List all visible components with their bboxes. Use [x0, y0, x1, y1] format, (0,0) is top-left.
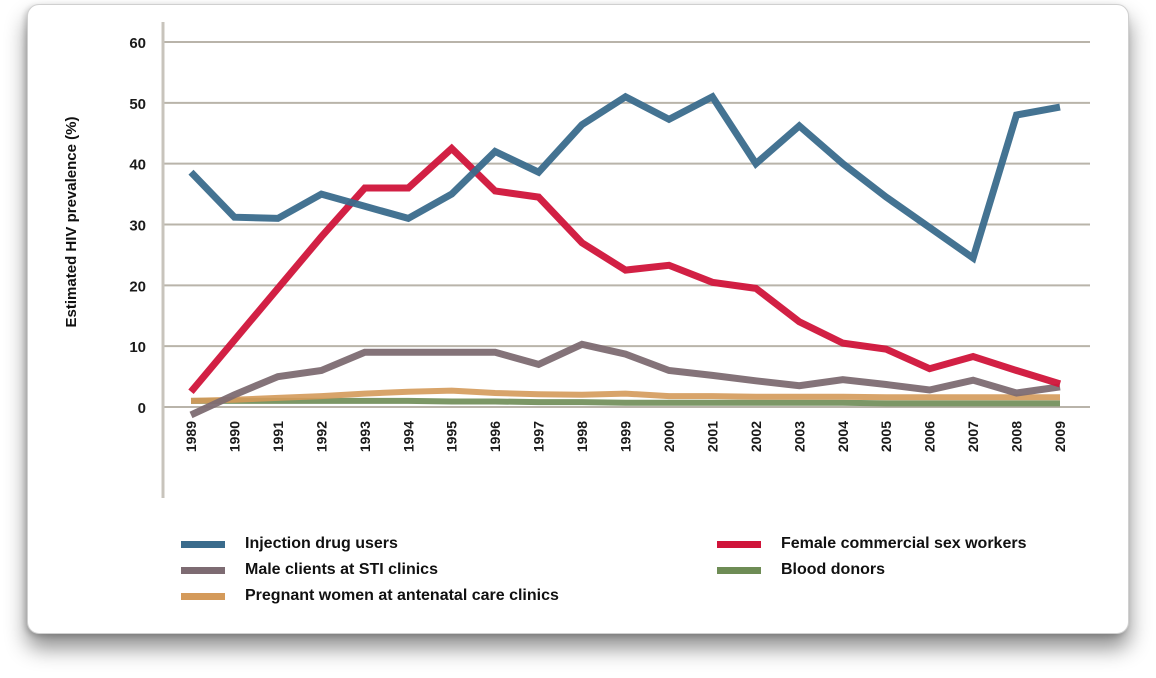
y-axis-label: Estimated HIV prevalence (%): [63, 117, 80, 328]
legend-label: Injection drug users: [245, 535, 398, 552]
series-line-pregnant-women-at-antenatal-care-clinics: [190, 387, 1060, 404]
x-tick-label: 2004: [835, 421, 851, 452]
chart-card: [27, 4, 1129, 634]
x-tick-label: 1997: [531, 421, 547, 452]
legend-item-male-clients: Male clients at STI clinics: [181, 561, 438, 579]
x-tick-label: 1993: [357, 421, 373, 452]
legend-item-injection-drug-users: Injection drug users: [181, 535, 398, 553]
legend-item-female-sex-workers: Female commercial sex workers: [717, 535, 1026, 553]
x-tick-label: 1995: [444, 421, 460, 452]
x-tick-label: 2001: [704, 421, 720, 452]
legend-label: Blood donors: [781, 561, 885, 578]
x-tick-label: 2007: [965, 421, 981, 452]
x-tick-label: 2005: [878, 421, 894, 452]
x-tick-label: 1990: [226, 421, 242, 452]
legend-swatch: [181, 540, 225, 548]
legend-item-pregnant-women: Pregnant women at antenatal care clinics: [181, 587, 559, 605]
x-tick-label: 2008: [1009, 421, 1025, 452]
legend-item-blood-donors: Blood donors: [717, 561, 885, 579]
gridlines: [163, 41, 1090, 408]
y-tick-label: 50: [129, 96, 146, 113]
x-tick-label: 1994: [400, 421, 416, 452]
series-line-injection-drug-users: [188, 92, 1061, 264]
x-tick-label: 2000: [661, 421, 677, 452]
legend-label: Male clients at STI clinics: [245, 561, 438, 578]
x-tick-label: 1998: [574, 421, 590, 452]
x-tick-label: 1991: [270, 421, 286, 452]
y-tick-label: 60: [129, 35, 146, 52]
x-tick-label: 1996: [487, 421, 503, 452]
x-tick-labels: 1989 1990 1991 1992 1993 1994 1995 1996 1997 1998…: [183, 421, 1068, 452]
series-lines: [188, 92, 1062, 419]
legend-swatch: [717, 566, 761, 574]
y-tick-label: 0: [138, 400, 146, 417]
y-tick-label: 40: [129, 157, 146, 174]
y-tick-label: 10: [129, 339, 146, 356]
legend-swatch: [181, 566, 225, 574]
x-tick-label: 1999: [618, 421, 634, 452]
y-tick-labels: 0 10 20 30 40 50 60: [129, 35, 146, 417]
series-line-female-commercial-sex-workers: [188, 143, 1062, 395]
x-tick-label: 2003: [791, 421, 807, 452]
legend-swatch: [717, 540, 761, 548]
legend-label: Female commercial sex workers: [781, 535, 1027, 552]
series-line-male-clients-at-sti-clinics: [189, 340, 1061, 419]
x-tick-label: 1989: [183, 421, 199, 452]
series-line-blood-donors: [191, 397, 1060, 407]
y-tick-label: 20: [129, 278, 146, 295]
x-tick-label: 2006: [922, 421, 938, 452]
legend-swatch: [181, 592, 225, 600]
x-tick-label: 1992: [313, 421, 329, 452]
x-tick-label: 2002: [748, 421, 764, 452]
legend-label: Pregnant women at antenatal care clinics: [245, 587, 559, 604]
y-tick-label: 30: [129, 218, 146, 235]
x-tick-label: 2009: [1052, 421, 1068, 452]
